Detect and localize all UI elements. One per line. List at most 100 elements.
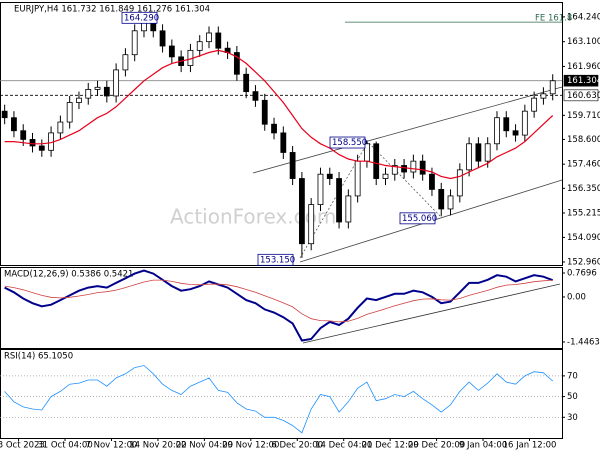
y-tick-label: 157.460 <box>567 160 600 170</box>
price-tag-label: 160.630 <box>567 91 600 101</box>
x-tick-label: 7 Nov 12:00 <box>86 441 138 450</box>
candle-body <box>336 178 342 223</box>
candle-body <box>94 86 101 90</box>
y-tick-label: 164.240 <box>567 12 600 22</box>
x-tick-label: 29 Dec 20:00 <box>408 441 465 450</box>
candle-body <box>494 117 500 145</box>
annotation-box <box>121 11 158 24</box>
candle-body <box>206 32 212 43</box>
annotation-box <box>399 212 436 225</box>
candle-body <box>280 132 287 153</box>
x-tick-label: 16 Jan 12:00 <box>503 441 557 450</box>
x-tick-label: 23 Oct 2023 <box>0 441 45 450</box>
y-tick-label: 163.100 <box>567 37 600 47</box>
x-tick-label: 14 Dec 04:00 <box>315 441 372 450</box>
candle-body <box>391 165 398 175</box>
projection-lines <box>299 141 441 259</box>
annotation-label: 158.550 <box>332 138 367 148</box>
candle-body <box>299 178 305 245</box>
candle-body <box>11 117 17 132</box>
x-tick-label: 9 Jan 04:00 <box>459 441 507 450</box>
candle-body <box>85 89 92 99</box>
x-tick-label: 22 Nov 04:00 <box>176 441 233 450</box>
y-tick-label: 70 <box>567 371 578 381</box>
indicator-line <box>4 279 553 323</box>
y-tick-label: 50 <box>567 392 578 402</box>
y-tick-label: 152.960 <box>567 257 600 267</box>
y-tick-label: 0.7696 <box>567 268 597 278</box>
x-tick-label: 31 Oct 04:00 <box>37 441 92 450</box>
candle-body <box>252 91 259 101</box>
price-title: EURJPY,H4 161.732 161.849 161.276 161.30… <box>14 5 210 15</box>
y-tick-label: 158.600 <box>567 135 600 145</box>
candle-body <box>466 143 473 171</box>
x-tick-label: 21 Dec 12:00 <box>362 441 419 450</box>
candle-body <box>456 169 463 197</box>
y-tick-label: 155.215 <box>567 208 600 218</box>
y-tick-label: 154.090 <box>567 233 600 243</box>
price-tag <box>563 89 599 102</box>
candle-body <box>429 173 435 190</box>
candle-body <box>410 160 417 173</box>
candle-body <box>531 97 538 112</box>
candle-body <box>168 45 175 58</box>
y-tick-label: -1.4463 <box>567 337 600 347</box>
indicator-line <box>4 49 554 180</box>
candle-body <box>345 195 352 223</box>
channel-upper <box>252 86 563 174</box>
candle-body <box>38 145 45 151</box>
candle-body <box>66 102 73 123</box>
candle-body <box>549 80 556 95</box>
candle-body <box>484 143 491 162</box>
candle-body <box>289 152 296 179</box>
price-tag <box>563 74 599 87</box>
candle-body <box>401 165 407 173</box>
x-tick-label: 14 Nov 20:00 <box>129 441 186 450</box>
candle-body <box>308 204 315 245</box>
candle-body <box>382 173 389 179</box>
candle-body <box>261 99 268 125</box>
candle-body <box>503 117 510 132</box>
candle-body <box>159 30 166 47</box>
candle-body <box>57 121 64 134</box>
annotation-box <box>257 253 294 266</box>
candle-body <box>131 30 138 56</box>
candle-body <box>103 86 110 97</box>
candle-body <box>540 93 547 99</box>
y-tick-label: 161.960 <box>567 62 600 72</box>
candle-body <box>271 123 277 134</box>
fe-label: FE 161.8 <box>535 14 572 24</box>
x-tick-label: 6 Dec 20:00 <box>271 441 323 450</box>
candle-body <box>317 173 324 206</box>
candle-body <box>20 130 27 140</box>
indicator-line <box>4 269 554 342</box>
y-tick-label: 30 <box>567 413 578 423</box>
candle-body <box>475 143 482 162</box>
candle-body <box>113 69 120 97</box>
annotation-label: 164.290 <box>124 13 159 23</box>
price-tag-label: 161.304 <box>567 76 600 86</box>
annotation-label: 155.060 <box>402 214 437 224</box>
candle-body <box>196 41 203 51</box>
annotation-box <box>329 136 366 149</box>
macd-trendline <box>302 283 561 344</box>
y-tick-label: 156.350 <box>567 184 600 194</box>
candle-body <box>354 160 361 197</box>
annotation-label: 153.150 <box>260 255 295 265</box>
candle-body <box>122 54 129 71</box>
macd-panel <box>0 267 563 349</box>
candle-body <box>438 188 445 210</box>
x-tick-label: 29 Nov 12:00 <box>222 441 279 450</box>
y-tick-label: 159.710 <box>567 111 600 121</box>
macd-title: MACD(12,26,9) 0.5386 0.5421 <box>4 270 133 280</box>
candle-body <box>1 110 8 119</box>
rsi-panel <box>0 349 563 439</box>
candle-body <box>326 173 333 179</box>
candle-body <box>419 160 426 175</box>
candle-body <box>373 143 380 179</box>
candle-body <box>243 73 250 93</box>
rsi-title: RSI(14) 65.1050 <box>4 352 73 362</box>
candle-body <box>76 97 82 103</box>
